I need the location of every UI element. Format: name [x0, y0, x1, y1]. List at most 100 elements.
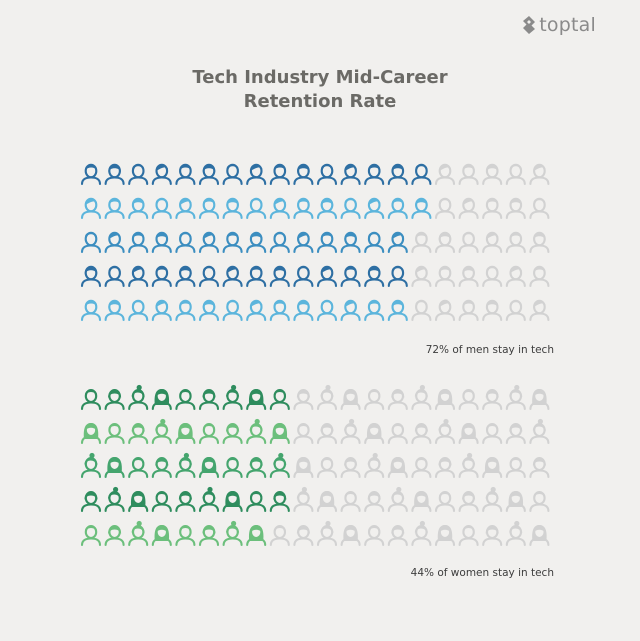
men-icon-0-3 — [151, 163, 172, 186]
men-icon-4-13 — [387, 299, 408, 322]
women-icon-0-9 — [293, 388, 314, 411]
women-icon-3-1 — [104, 486, 125, 513]
men-icon-3-18 — [505, 265, 526, 288]
men-icon-4-18 — [505, 299, 526, 322]
men-icon-0-0 — [80, 163, 102, 186]
men-icon-4-14 — [411, 299, 432, 322]
men-icon-4-0 — [80, 299, 102, 322]
men-icon-4-19 — [529, 299, 550, 322]
women-icon-0-18 — [505, 384, 526, 411]
men-icon-2-1 — [104, 231, 125, 254]
men-icon-3-19 — [529, 265, 550, 288]
women-icon-3-2 — [128, 490, 149, 513]
women-icon-2-8 — [269, 452, 290, 479]
men-icon-1-13 — [387, 197, 408, 220]
men-icon-3-15 — [434, 265, 456, 288]
chart-title-line-2: Retention Rate — [243, 91, 397, 112]
men-icon-0-13 — [387, 163, 408, 186]
women-icon-2-14 — [411, 456, 432, 479]
men-pictograph — [80, 163, 550, 322]
men-icon-0-17 — [482, 163, 503, 186]
women-icon-1-1 — [104, 422, 125, 445]
women-icon-2-13 — [387, 456, 408, 479]
women-icon-0-1 — [104, 388, 125, 411]
women-icon-1-6 — [222, 422, 243, 445]
women-icon-0-8 — [269, 388, 290, 411]
women-icon-0-10 — [316, 384, 338, 411]
men-icon-4-7 — [246, 299, 267, 322]
men-icon-4-9 — [293, 299, 314, 322]
chart-title: Tech Industry Mid-Career Retention Rate — [0, 66, 640, 114]
men-icon-0-7 — [246, 163, 267, 186]
women-icon-0-15 — [434, 388, 456, 411]
women-icon-2-7 — [246, 456, 267, 479]
men-icon-4-16 — [458, 299, 479, 322]
women-icon-3-12 — [364, 490, 385, 513]
men-icon-4-6 — [222, 299, 243, 322]
women-pictograph — [80, 384, 550, 547]
women-icon-3-16 — [458, 490, 479, 513]
women-icon-4-8 — [269, 524, 290, 547]
men-icon-1-14 — [411, 197, 432, 220]
women-icon-0-16 — [458, 388, 479, 411]
women-icon-1-16 — [458, 422, 479, 445]
women-icon-2-3 — [151, 456, 172, 479]
women-icon-2-5 — [198, 456, 220, 479]
men-icon-3-12 — [364, 265, 385, 288]
women-icon-3-15 — [434, 490, 456, 513]
men-icon-4-1 — [104, 299, 125, 322]
men-icon-3-14 — [411, 265, 432, 288]
men-icon-3-9 — [293, 265, 314, 288]
men-icon-3-8 — [269, 265, 290, 288]
women-icon-2-16 — [458, 452, 479, 479]
men-icon-2-6 — [222, 231, 243, 254]
men-icon-1-19 — [529, 197, 550, 220]
women-icon-2-12 — [364, 452, 385, 479]
women-icon-4-5 — [198, 524, 220, 547]
women-icon-1-13 — [387, 422, 408, 445]
men-icon-0-4 — [175, 163, 196, 186]
men-icon-1-9 — [293, 197, 314, 220]
women-icon-0-5 — [198, 388, 220, 411]
men-icon-4-5 — [198, 299, 220, 322]
women-icon-2-19 — [529, 456, 550, 479]
women-icon-4-12 — [364, 524, 385, 547]
men-icon-1-3 — [151, 197, 172, 220]
women-retention-label: 44% of women stay in tech — [410, 567, 554, 579]
men-icon-2-15 — [434, 231, 456, 254]
women-icon-1-4 — [175, 422, 196, 445]
women-icon-3-8 — [269, 490, 290, 513]
men-icon-3-7 — [246, 265, 267, 288]
men-icon-3-16 — [458, 265, 479, 288]
men-icon-0-8 — [269, 163, 290, 186]
men-icon-4-11 — [340, 299, 361, 322]
men-icon-1-2 — [128, 197, 149, 220]
men-icon-2-12 — [364, 231, 385, 254]
women-icon-2-10 — [316, 456, 338, 479]
women-icon-0-11 — [340, 388, 361, 411]
women-icon-4-3 — [151, 524, 172, 547]
women-icon-0-3 — [151, 388, 172, 411]
women-icon-3-13 — [387, 486, 408, 513]
women-icon-2-2 — [128, 456, 149, 479]
women-icon-4-9 — [293, 524, 314, 547]
toptal-diamond-icon — [523, 16, 536, 34]
women-icon-1-8 — [269, 422, 290, 445]
women-icon-4-16 — [458, 524, 479, 547]
women-icon-0-12 — [364, 388, 385, 411]
men-icon-0-11 — [340, 163, 361, 186]
men-icon-4-10 — [316, 299, 338, 322]
women-icon-2-18 — [505, 456, 526, 479]
men-icon-1-15 — [434, 197, 456, 220]
men-icon-4-3 — [151, 299, 172, 322]
men-icon-4-8 — [269, 299, 290, 322]
men-icon-2-4 — [175, 231, 196, 254]
women-icon-3-6 — [222, 490, 243, 513]
men-icon-2-9 — [293, 231, 314, 254]
men-icon-2-13 — [387, 231, 408, 254]
men-icon-1-1 — [104, 197, 125, 220]
women-icon-3-3 — [151, 490, 172, 513]
women-icon-0-14 — [411, 384, 432, 411]
women-icon-1-17 — [482, 422, 503, 445]
men-icon-3-13 — [387, 265, 408, 288]
